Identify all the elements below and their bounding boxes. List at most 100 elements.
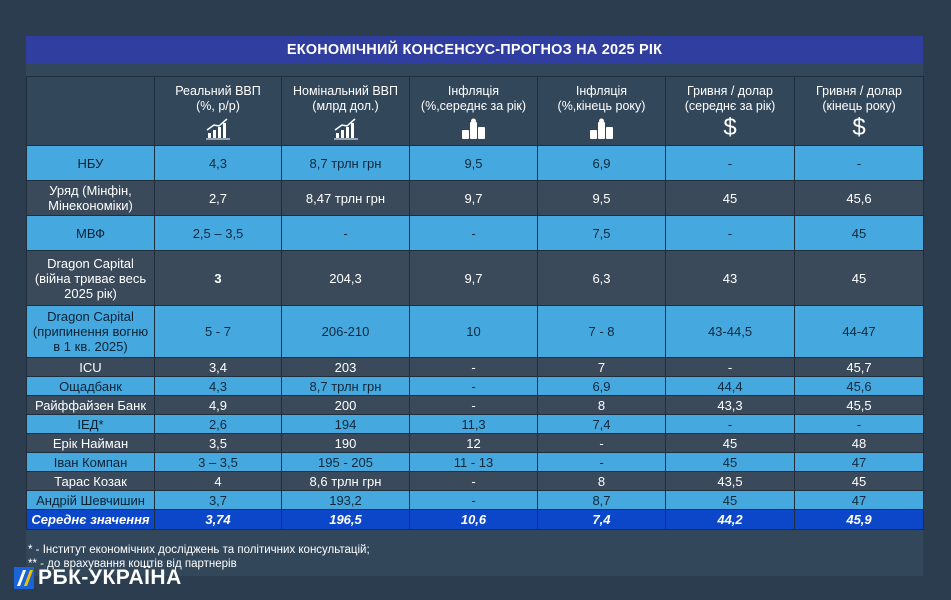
column-subtitle: (середнє за рік) [684, 99, 776, 113]
row-name: Уряд (Мінфін, Мінекономіки) [26, 180, 155, 216]
column-subtitle: (%,кінець року) [557, 99, 646, 113]
table-cell: 3 [154, 250, 282, 306]
table-row: Іван Компан 3 – 3,5 195 - 205 11 - 13 - … [26, 452, 924, 472]
column-subtitle: (кінець року) [822, 99, 896, 113]
column-header-inflation-avg: Інфляція (%,середнє за рік) [409, 76, 538, 146]
column-title: Інфляція [447, 84, 500, 98]
table-cell: 43,5 [665, 471, 795, 491]
table-cell: 4,3 [154, 376, 282, 396]
table-cell: 7,5 [537, 215, 666, 251]
table-cell: 6,9 [537, 145, 666, 181]
column-header-inflation-end: Інфляція (%,кінець року) [537, 76, 666, 146]
brand-logo: РБК-УКРАЇНА [14, 566, 182, 590]
table-cell: - [281, 215, 410, 251]
table-cell: 9,5 [409, 145, 538, 181]
row-name: Іван Компан [26, 452, 155, 472]
table-cell: 43 [665, 250, 795, 306]
table-cell: 8,47 трлн грн [281, 180, 410, 216]
table-cell: - [665, 414, 795, 434]
table-cell: - [409, 395, 538, 415]
table-cell: - [409, 215, 538, 251]
table-cell: 45,6 [794, 376, 924, 396]
table-cell: 45 [665, 490, 795, 510]
table-cell: 8,7 трлн грн [281, 376, 410, 396]
table-row: Dragon Capital (війна триває весь 2025 р… [26, 250, 924, 306]
column-title: Гривня / долар [687, 84, 773, 98]
row-name: Середнє значення [26, 509, 155, 530]
table-cell: 45,5 [794, 395, 924, 415]
table-row: Тарас Козак 4 8,6 трлн грн - 8 43,5 45 [26, 471, 924, 491]
column-header-uah-usd-end: Гривня / долар (кінець року) $ [794, 76, 924, 146]
row-name: Райффайзен Банк [26, 395, 155, 415]
footnotes: * - Інститут економічних досліджень та п… [28, 543, 370, 571]
table-cell: 45,7 [794, 357, 924, 377]
table-header: Реальний ВВП (%, р/р) Номінальний ВВП (м… [26, 76, 924, 146]
row-name: Ерік Найман [26, 433, 155, 453]
table-cell: 190 [281, 433, 410, 453]
table-cell: 204,3 [281, 250, 410, 306]
table-cell: 6,9 [537, 376, 666, 396]
table-cell: - [409, 357, 538, 377]
table-cell: - [537, 452, 666, 472]
table-cell: 8,7 [537, 490, 666, 510]
column-subtitle: (%, р/р) [196, 99, 240, 113]
table-cell: 4,9 [154, 395, 282, 415]
table-row: ICU 3,4 203 - 7 - 45,7 [26, 357, 924, 377]
table-row: МВФ 2,5 – 3,5 - - 7,5 - 45 [26, 215, 924, 251]
table-cell: 9,7 [409, 250, 538, 306]
column-title: Реальний ВВП [175, 84, 261, 98]
table-cell: - [665, 357, 795, 377]
table-cell: 200 [281, 395, 410, 415]
growth-chart-icon [333, 118, 358, 140]
table-cell: 206-210 [281, 305, 410, 358]
row-name: Тарас Козак [26, 471, 155, 491]
column-header-real-gdp: Реальний ВВП (%, р/р) [154, 76, 282, 146]
table-cell: 4,3 [154, 145, 282, 181]
table-cell: 45 [794, 215, 924, 251]
table-cell: - [665, 215, 795, 251]
table-cell: 196,5 [281, 509, 410, 530]
row-name: Dragon Capital (припинення вогню в 1 кв.… [26, 305, 155, 358]
footnote: * - Інститут економічних досліджень та п… [28, 544, 370, 556]
row-name: НБУ [26, 145, 155, 181]
table-cell: 43-44,5 [665, 305, 795, 358]
table-cell: 48 [794, 433, 924, 453]
table-cell: 45 [794, 471, 924, 491]
table-cell: 7 [537, 357, 666, 377]
coins-stack-icon [461, 118, 485, 139]
table-cell: 195 - 205 [281, 452, 410, 472]
column-subtitle: (%,середнє за рік) [420, 99, 527, 113]
logo-text: РБК-УКРАЇНА [38, 566, 182, 589]
table-cell: 2,5 – 3,5 [154, 215, 282, 251]
table-cell: 6,3 [537, 250, 666, 306]
table-cell: 2,7 [154, 180, 282, 216]
table-cell: - [665, 145, 795, 181]
average-row: Середнє значення 3,74 196,5 10,6 7,4 44,… [26, 509, 924, 530]
row-name: Ощадбанк [26, 376, 155, 396]
table-row: НБУ 4,3 8,7 трлн грн 9,5 6,9 - - [26, 145, 924, 181]
table-cell: 203 [281, 357, 410, 377]
table-cell: 43,3 [665, 395, 795, 415]
table-cell: 193,2 [281, 490, 410, 510]
table-cell: 7,4 [537, 414, 666, 434]
table-cell: 45 [665, 433, 795, 453]
table-cell: 194 [281, 414, 410, 434]
table-cell: 44,4 [665, 376, 795, 396]
table-row: Уряд (Мінфін, Мінекономіки) 2,7 8,47 трл… [26, 180, 924, 216]
page-title: ЕКОНОМІЧНИЙ КОНСЕНСУС-ПРОГНОЗ НА 2025 РІ… [26, 36, 923, 64]
column-title: Інфляція [575, 84, 628, 98]
table-cell: 7 - 8 [537, 305, 666, 358]
dollar-icon: $ [852, 114, 866, 141]
row-name: МВФ [26, 215, 155, 251]
table-cell: - [409, 471, 538, 491]
table-row: Райффайзен Банк 4,9 200 - 8 43,3 45,5 [26, 395, 924, 415]
table-cell: 8,6 трлн грн [281, 471, 410, 491]
growth-chart-icon [206, 118, 230, 140]
column-header-uah-usd-avg: Гривня / долар (середнє за рік) $ [665, 76, 795, 146]
table-cell: 12 [409, 433, 538, 453]
table-cell: 11 - 13 [409, 452, 538, 472]
table-cell: 45,6 [794, 180, 924, 216]
dollar-icon: $ [723, 114, 737, 141]
table-cell: 47 [794, 490, 924, 510]
table-cell: 9,5 [537, 180, 666, 216]
